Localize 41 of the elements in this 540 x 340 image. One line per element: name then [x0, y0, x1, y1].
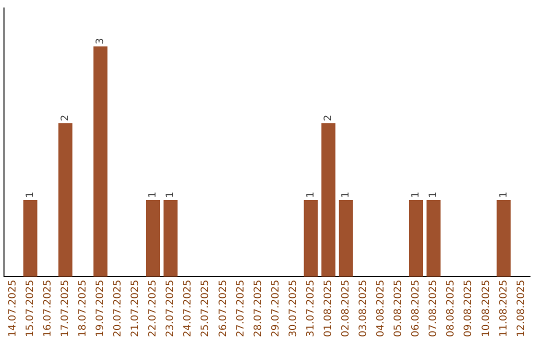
x-tick-label: 14.07.2025: [7, 280, 18, 338]
x-tick-label: 15.07.2025: [24, 280, 36, 338]
x-tick-label: 19.07.2025: [95, 280, 106, 338]
x-tick-label: 02.08.2025: [340, 280, 352, 338]
data-label: 1: [498, 192, 510, 198]
x-tick-label: 20.07.2025: [112, 280, 124, 338]
data-label: 1: [165, 192, 176, 198]
x-tick-label: 27.07.2025: [235, 280, 246, 338]
data-label: 1: [410, 192, 422, 198]
data-label: 3: [95, 38, 106, 44]
x-tick-label: 25.07.2025: [200, 280, 212, 338]
x-tick-label: 26.07.2025: [218, 280, 229, 338]
x-tick-label: 28.07.2025: [252, 280, 264, 338]
data-label: 1: [340, 192, 352, 198]
x-tick-label: 29.07.2025: [270, 280, 282, 338]
x-tick-label: 11.08.2025: [498, 280, 510, 338]
x-tick-label: 23.07.2025: [165, 280, 176, 338]
data-label: 1: [428, 192, 440, 198]
x-tick-label: 07.08.2025: [428, 280, 440, 338]
x-tick-label: 04.08.2025: [376, 280, 387, 338]
data-label: 2: [60, 114, 71, 122]
data-label: 1: [305, 192, 316, 198]
x-tick-label: 22.07.2025: [148, 280, 159, 338]
x-tick-label: 08.08.2025: [446, 280, 457, 338]
x-tick-label: 09.08.2025: [463, 280, 474, 338]
x-tick-label: 12.08.2025: [516, 280, 527, 338]
x-tick-label: 16.07.2025: [42, 280, 54, 338]
x-tick-label: 31.07.2025: [305, 280, 316, 338]
data-label: 1: [148, 192, 159, 198]
x-tick-label: 24.07.2025: [182, 280, 194, 338]
x-tick-label: 06.08.2025: [410, 280, 422, 338]
x-tick-label: 17.07.2025: [60, 280, 71, 338]
x-tick-label: 01.08.2025: [322, 280, 334, 338]
x-tick-label: 21.07.2025: [130, 280, 142, 338]
x-tick-label: 05.08.2025: [393, 280, 404, 338]
x-tick-label: 03.08.2025: [358, 280, 370, 338]
data-label: 1: [24, 192, 36, 198]
x-tick-label: 30.07.2025: [288, 280, 299, 338]
x-tick-label: 18.07.2025: [77, 280, 88, 338]
data-label: 2: [322, 114, 334, 122]
x-tick-label: 10.08.2025: [480, 280, 492, 338]
